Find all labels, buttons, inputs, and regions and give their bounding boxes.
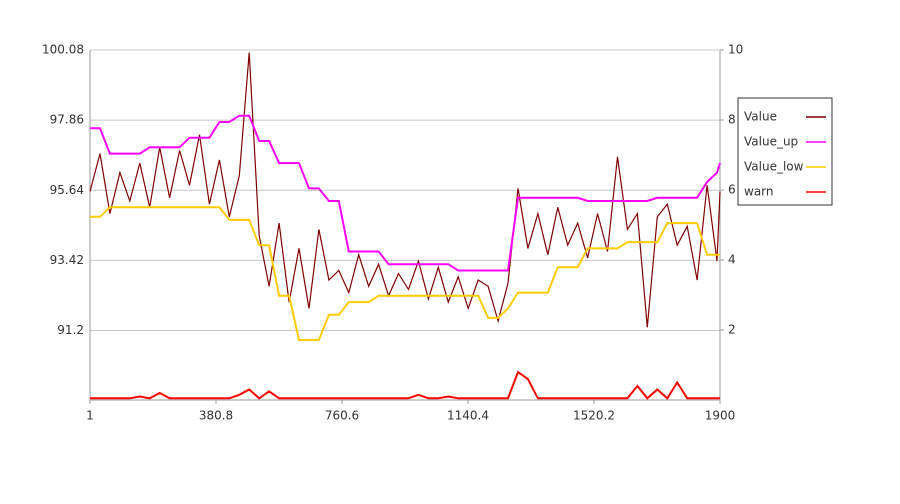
- y2-tick-label: 8: [728, 113, 736, 127]
- series-line: [90, 370, 720, 400]
- legend-label: Value_low: [744, 160, 804, 174]
- x-tick-label: 1900: [705, 409, 736, 423]
- x-tick-label: 1: [86, 409, 94, 423]
- y-tick-label: 93.42: [50, 253, 84, 267]
- y-tick-label: 97.86: [50, 113, 84, 127]
- y2-tick-label: 6: [728, 183, 736, 197]
- series-line: [90, 206, 720, 341]
- series-line: [89, 52, 721, 328]
- y2-tick-label: 2: [728, 323, 736, 337]
- x-tick-label: 1140.4: [447, 409, 489, 423]
- legend-label: Value: [744, 110, 777, 124]
- series-line: [90, 114, 721, 272]
- y-tick-label: 100.08: [42, 43, 84, 57]
- legend-box: [737, 97, 833, 206]
- y-tick-label: 91.2: [57, 323, 84, 337]
- y2-tick-label: 4: [728, 253, 736, 267]
- x-tick-label: 760.6: [325, 409, 359, 423]
- y-tick-label: 95.64: [50, 183, 84, 197]
- legend-label: warn: [744, 185, 774, 199]
- y2-tick-label: 10: [728, 43, 743, 57]
- x-tick-label: 1520.2: [573, 409, 615, 423]
- x-tick-label: 380.8: [199, 409, 233, 423]
- legend-label: Value_up: [744, 135, 798, 149]
